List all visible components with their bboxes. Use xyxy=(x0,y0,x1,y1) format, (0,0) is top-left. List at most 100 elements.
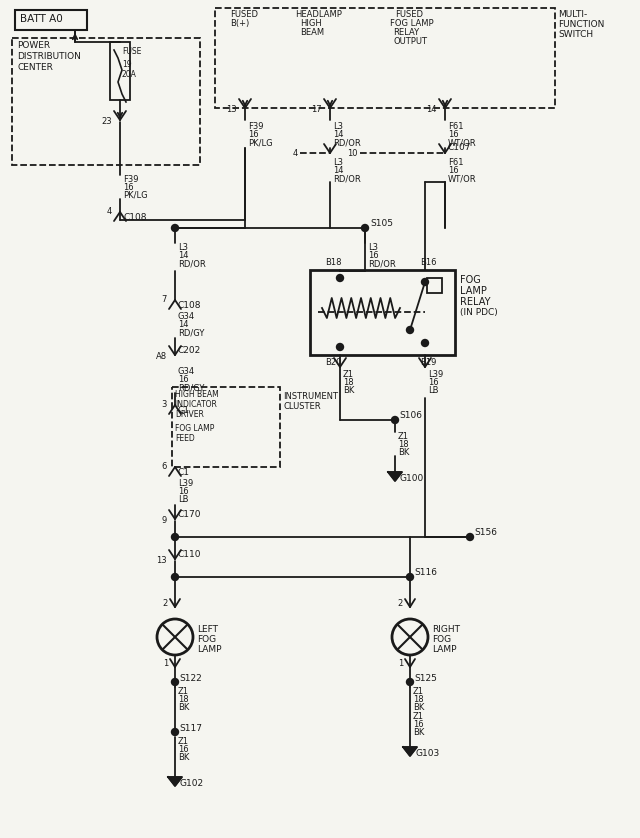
Circle shape xyxy=(172,728,179,736)
Text: BK: BK xyxy=(178,753,189,762)
Bar xyxy=(15,10,87,30)
Text: BATT A0: BATT A0 xyxy=(20,14,63,24)
Text: B16: B16 xyxy=(420,258,436,267)
Text: BK: BK xyxy=(178,703,189,712)
Text: 7: 7 xyxy=(162,294,167,303)
Text: 14: 14 xyxy=(333,130,344,139)
Text: 16: 16 xyxy=(248,130,259,139)
Text: 14: 14 xyxy=(178,251,189,260)
Text: 1: 1 xyxy=(163,659,168,668)
Text: HEADLAMP: HEADLAMP xyxy=(295,10,342,19)
Text: HIGH: HIGH xyxy=(300,19,322,28)
Text: BK: BK xyxy=(413,728,424,737)
Text: LAMP: LAMP xyxy=(460,286,487,296)
Text: 13: 13 xyxy=(156,556,167,565)
Text: G34: G34 xyxy=(178,312,195,321)
Bar xyxy=(172,387,280,467)
Text: POWER: POWER xyxy=(17,41,50,50)
Text: 9: 9 xyxy=(162,515,167,525)
Text: L3: L3 xyxy=(368,243,378,252)
Polygon shape xyxy=(168,777,182,786)
Text: L39: L39 xyxy=(428,370,444,379)
Text: G100: G100 xyxy=(400,474,424,483)
Text: FUNCTION: FUNCTION xyxy=(558,20,604,29)
Text: A8: A8 xyxy=(156,351,167,360)
Circle shape xyxy=(406,679,413,685)
Circle shape xyxy=(337,344,344,350)
Text: Z1: Z1 xyxy=(413,687,424,696)
Text: Z1: Z1 xyxy=(178,687,189,696)
Text: L3: L3 xyxy=(333,122,343,131)
Text: CLUSTER: CLUSTER xyxy=(283,402,321,411)
Text: B18: B18 xyxy=(325,258,342,267)
Text: 18: 18 xyxy=(398,440,408,449)
Text: FOG LAMP: FOG LAMP xyxy=(390,19,434,28)
Text: 13: 13 xyxy=(227,105,237,113)
Text: Z1: Z1 xyxy=(178,737,189,746)
Text: LAMP: LAMP xyxy=(432,645,456,654)
Text: G102: G102 xyxy=(180,779,204,788)
Circle shape xyxy=(406,327,413,334)
Bar xyxy=(12,38,200,165)
Text: DISTRIBUTION: DISTRIBUTION xyxy=(17,52,81,61)
Text: CENTER: CENTER xyxy=(17,63,53,72)
Text: HIGH BEAM: HIGH BEAM xyxy=(175,390,219,399)
Text: L3: L3 xyxy=(178,243,188,252)
Text: DRIVER: DRIVER xyxy=(175,410,204,419)
Bar xyxy=(310,270,455,355)
Text: S117: S117 xyxy=(179,723,202,732)
Circle shape xyxy=(172,573,179,581)
Text: BK: BK xyxy=(398,448,410,457)
Circle shape xyxy=(362,225,369,231)
Circle shape xyxy=(422,278,429,286)
Text: INSTRUMENT: INSTRUMENT xyxy=(283,392,338,401)
Text: INDICATOR: INDICATOR xyxy=(175,400,217,409)
Text: RD/OR: RD/OR xyxy=(368,259,396,268)
Text: C108: C108 xyxy=(178,301,202,309)
Text: WT/OR: WT/OR xyxy=(448,174,477,183)
Text: Z1: Z1 xyxy=(413,712,424,721)
Text: FUSE: FUSE xyxy=(122,47,141,56)
Text: G103: G103 xyxy=(415,749,439,758)
Text: C1: C1 xyxy=(178,468,190,477)
Text: F61: F61 xyxy=(448,122,463,131)
Text: C170: C170 xyxy=(178,510,202,519)
Text: C110: C110 xyxy=(178,550,202,558)
Text: 16: 16 xyxy=(178,745,189,754)
Text: 14: 14 xyxy=(426,105,437,113)
Text: S116: S116 xyxy=(414,567,437,577)
Text: RD/GY: RD/GY xyxy=(178,383,204,392)
Text: WT/OR: WT/OR xyxy=(448,138,477,147)
Text: 2: 2 xyxy=(397,598,403,608)
Text: 16: 16 xyxy=(368,251,379,260)
Circle shape xyxy=(422,339,429,346)
Text: RELAY: RELAY xyxy=(460,297,490,307)
Text: 4: 4 xyxy=(107,206,112,215)
Text: 16: 16 xyxy=(123,183,134,192)
Text: 16: 16 xyxy=(178,375,189,384)
Text: C108: C108 xyxy=(123,213,147,221)
Text: 17: 17 xyxy=(312,105,322,113)
Text: (IN PDC): (IN PDC) xyxy=(460,308,498,317)
Text: 14: 14 xyxy=(178,320,189,329)
Text: F61: F61 xyxy=(448,158,463,167)
Text: LEFT: LEFT xyxy=(197,625,218,634)
Text: LAMP: LAMP xyxy=(197,645,221,654)
Polygon shape xyxy=(403,747,417,756)
Text: FOG: FOG xyxy=(432,635,451,644)
Text: PK/LG: PK/LG xyxy=(248,138,273,147)
Bar xyxy=(427,278,442,293)
Text: 3: 3 xyxy=(162,400,167,408)
Circle shape xyxy=(406,573,413,581)
Text: Z1: Z1 xyxy=(343,370,354,379)
Text: 14: 14 xyxy=(333,166,344,175)
Text: 18: 18 xyxy=(343,378,354,387)
Text: 20A: 20A xyxy=(122,70,137,79)
Text: 16: 16 xyxy=(448,130,459,139)
Circle shape xyxy=(392,416,399,423)
Text: FEED: FEED xyxy=(175,434,195,443)
Text: G34: G34 xyxy=(178,367,195,376)
Text: L39: L39 xyxy=(178,479,193,488)
Text: 16: 16 xyxy=(428,378,438,387)
Text: 4: 4 xyxy=(292,148,298,158)
